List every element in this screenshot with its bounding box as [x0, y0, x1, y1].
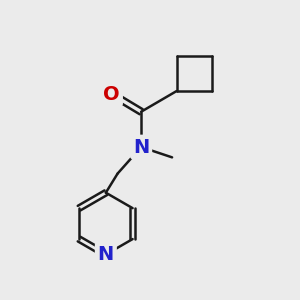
Text: O: O [103, 85, 120, 104]
Text: N: N [133, 138, 149, 157]
Text: N: N [98, 245, 114, 264]
